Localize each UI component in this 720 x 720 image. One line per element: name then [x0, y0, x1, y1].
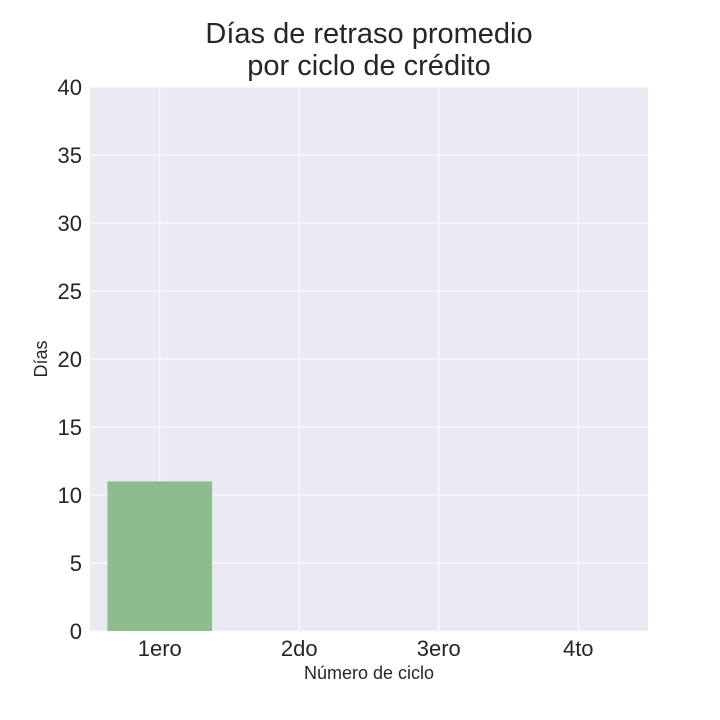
x-tick-label: 2do	[281, 636, 318, 661]
y-tick-label: 5	[70, 551, 82, 576]
x-tick-label: 4to	[563, 636, 594, 661]
y-tick-label: 15	[58, 415, 82, 440]
y-tick-label: 30	[58, 211, 82, 236]
y-tick-label: 10	[58, 483, 82, 508]
chart-title-line-1: Días de retraso promedio	[205, 18, 533, 50]
bars	[107, 481, 213, 631]
y-tick-label: 40	[58, 75, 82, 100]
chart-title-line-2: por ciclo de crédito	[247, 50, 491, 82]
y-axis-label: Días	[31, 340, 51, 377]
y-tick-label: 35	[58, 143, 82, 168]
y-tick-label: 0	[70, 619, 82, 644]
y-tick-label: 25	[58, 279, 82, 304]
y-tick-labels: 0 5 10 15 20 25 30 35 40	[58, 75, 82, 644]
x-tick-label: 1ero	[138, 636, 182, 661]
bar-1ero	[107, 481, 213, 631]
chart-title: Días de retraso promedio por ciclo de cr…	[0, 18, 720, 82]
x-axis-label: Número de ciclo	[304, 663, 434, 683]
y-tick-label: 20	[58, 347, 82, 372]
x-tick-labels: 1ero 2do 3ero 4to	[138, 636, 594, 661]
x-tick-label: 3ero	[417, 636, 461, 661]
